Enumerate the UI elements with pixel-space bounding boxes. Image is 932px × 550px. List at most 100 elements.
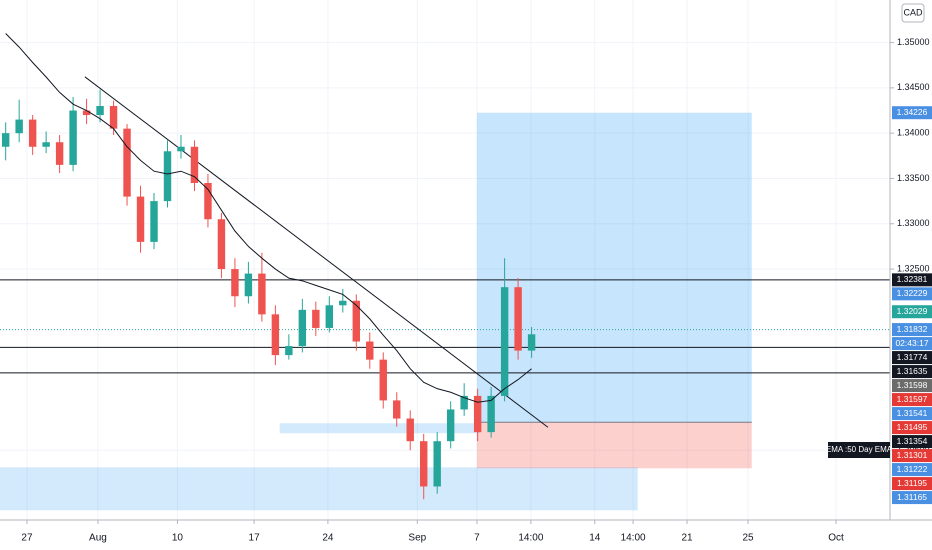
candle-body — [271, 314, 280, 356]
candle-body — [55, 142, 64, 165]
price-badge — [892, 106, 932, 120]
price-badge-label: 1.31832 — [897, 324, 928, 334]
x-tick-label: 10 — [172, 533, 184, 544]
price-badge-label: 1.31541 — [897, 408, 928, 418]
x-tick-label: 24 — [322, 533, 334, 544]
candle-body — [190, 146, 199, 183]
x-tick-label: Oct — [828, 533, 844, 544]
x-tick-label: 17 — [249, 533, 261, 544]
stop-zone — [476, 422, 752, 469]
candle-body — [433, 441, 441, 487]
price-badge — [892, 323, 932, 337]
price-badge — [892, 287, 932, 301]
candle-body — [379, 359, 387, 401]
price-badge — [892, 477, 932, 491]
candle-body — [150, 201, 158, 242]
countdown-badge — [892, 337, 932, 351]
price-badge — [892, 273, 932, 287]
x-tick-label: Aug — [89, 533, 107, 544]
candle-body — [217, 219, 226, 270]
candle-body — [15, 119, 23, 134]
countdown-label: 02:43:17 — [895, 338, 928, 348]
legend-badge — [828, 442, 890, 458]
price-badge-label: 1.31222 — [897, 464, 928, 474]
price-badge — [892, 407, 932, 421]
trend-line — [84, 76, 549, 428]
candle-body — [123, 128, 131, 197]
candle-body — [69, 110, 77, 165]
price-badge — [892, 463, 932, 477]
candle-body — [339, 300, 347, 306]
candle-body — [96, 105, 104, 116]
price-badge-label: 1.31774 — [897, 352, 928, 362]
candle-body — [285, 346, 293, 356]
candle-body — [204, 182, 212, 220]
target-zone — [476, 112, 752, 423]
x-tick-label: 14:00 — [518, 533, 543, 544]
price-badge-label: 1.34226 — [897, 107, 928, 117]
candle-body — [258, 273, 266, 315]
price-badge — [892, 393, 932, 407]
x-tick-label: 27 — [21, 533, 33, 544]
price-badge-label: 1.31598 — [897, 380, 928, 390]
candle-body — [42, 142, 50, 147]
x-tick-label: Sep — [408, 533, 426, 544]
y-tick-label: 1.33000 — [897, 218, 930, 228]
candle-body — [419, 441, 428, 487]
candle-body — [393, 400, 401, 419]
price-badge — [892, 435, 932, 449]
candle-body — [487, 395, 495, 433]
candle-body — [460, 395, 468, 410]
candle-body — [28, 119, 37, 147]
candle-body — [366, 341, 374, 360]
candle-body — [109, 105, 118, 129]
legend-label: EMA :50 Day EMA — [826, 445, 893, 454]
y-tick-label: 1.34000 — [897, 128, 930, 138]
candle-body — [473, 395, 482, 433]
x-tick-label: 21 — [681, 533, 693, 544]
price-badge-label: 1.32229 — [897, 288, 928, 298]
candle-body — [177, 146, 185, 152]
price-badge — [892, 449, 932, 463]
candle-body — [163, 151, 172, 202]
price-badge — [892, 491, 932, 505]
candle-body — [82, 110, 91, 116]
candle-body — [352, 300, 360, 342]
candle-body — [136, 196, 145, 242]
candle-body — [527, 334, 536, 351]
currency-button[interactable] — [901, 3, 925, 23]
y-tick-label: 1.34500 — [897, 82, 930, 92]
plot-area — [0, 0, 890, 520]
price-badge-label: 1.31597 — [897, 394, 928, 404]
y-tick-label: 1.35000 — [897, 37, 930, 47]
price-badge-label: 1.31195 — [897, 478, 927, 488]
candle-body — [514, 287, 522, 351]
y-tick-label: 1.32500 — [897, 263, 930, 273]
price-badge-label: 1.32381 — [897, 274, 928, 284]
price-badge-label: 1.31354 — [897, 436, 928, 446]
candle-body — [406, 418, 414, 442]
price-badge — [892, 365, 932, 379]
candle-body — [298, 309, 307, 347]
price-badge-label: 1.31635 — [897, 366, 928, 376]
x-tick-label: 14:00 — [621, 533, 646, 544]
candle-body — [244, 273, 253, 297]
price-badge — [892, 379, 932, 393]
candle-body — [1, 133, 10, 147]
ema-line — [5, 33, 532, 403]
price-badge-label: 1.31301 — [897, 450, 928, 460]
candle-body — [231, 269, 239, 297]
x-tick-label: 25 — [742, 533, 754, 544]
candle-body — [500, 287, 509, 396]
price-badge — [892, 305, 932, 319]
price-badge-label: 1.32029 — [897, 306, 928, 316]
price-badge — [892, 351, 932, 365]
price-badge-label: 1.31165 — [897, 492, 927, 502]
x-tick-label: 7 — [474, 533, 480, 544]
currency-label: CAD — [903, 7, 923, 17]
candle-body — [446, 409, 455, 442]
price-badge — [892, 421, 932, 435]
